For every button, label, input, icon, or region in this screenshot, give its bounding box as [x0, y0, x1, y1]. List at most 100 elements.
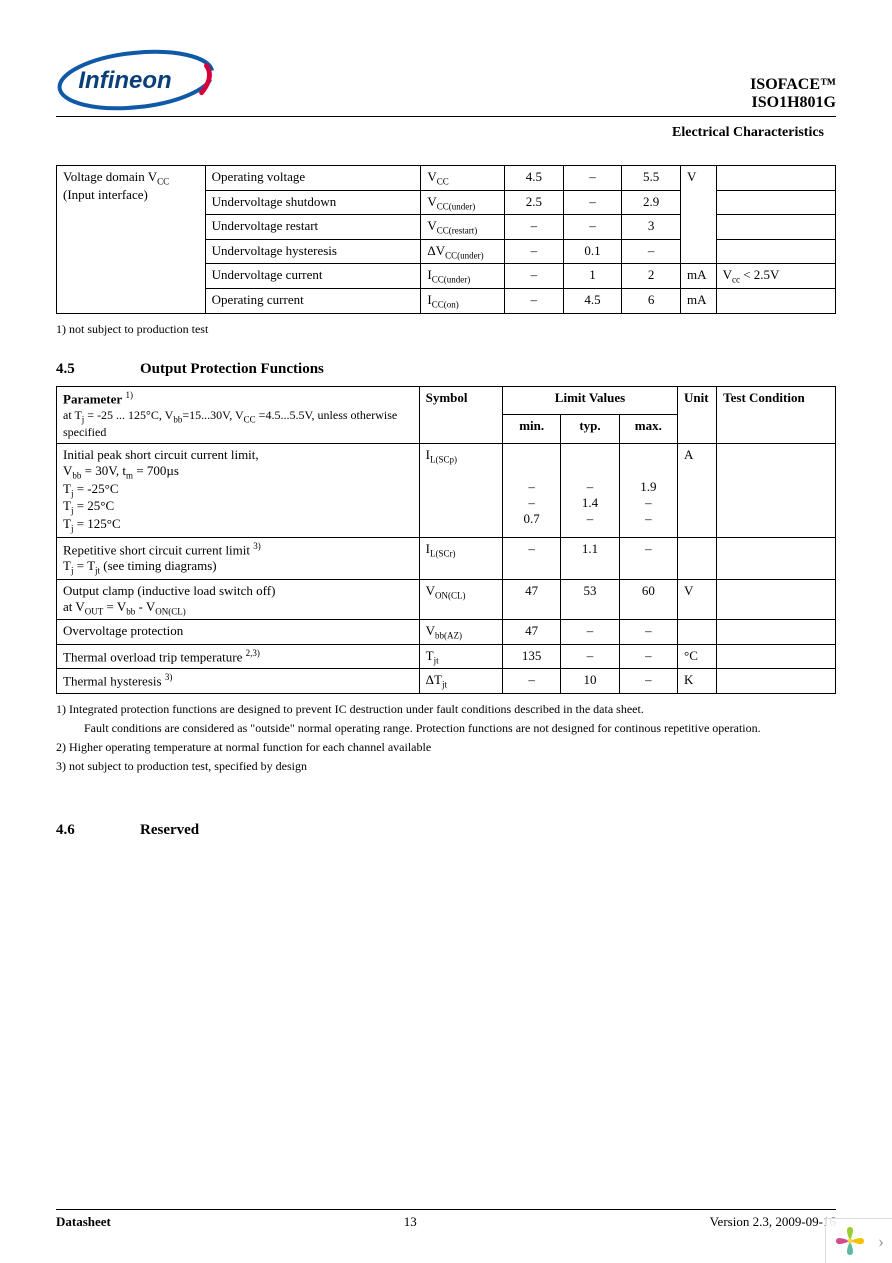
param-cell: Thermal overload trip temperature 2,3) — [57, 644, 420, 669]
typ-cell: –1.4– — [561, 444, 619, 537]
cond-cell — [716, 288, 835, 313]
unit-cell: A — [678, 444, 717, 537]
symbol-header: Symbol — [419, 386, 502, 444]
section-4-5-heading: 4.5 Output Protection Functions — [56, 361, 836, 378]
min-cell: – — [505, 288, 564, 313]
corner-nav-widget[interactable]: › — [825, 1218, 892, 1263]
footnote-line: 2) Higher operating temperature at norma… — [56, 740, 836, 755]
max-cell: – — [619, 644, 677, 669]
max-cell: 5.5 — [622, 166, 681, 191]
param-cell: Repetitive short circuit current limit 3… — [57, 537, 420, 579]
typ-cell: 1.1 — [561, 537, 619, 579]
unit-header: Unit — [678, 386, 717, 444]
table-row: Thermal hysteresis 3) ΔTjt – 10 – K — [57, 669, 836, 694]
symbol-cell: ΔVCC(under) — [421, 239, 505, 264]
output-protection-table: Parameter 1) at Tj = -25 ... 125°C, Vbb=… — [56, 386, 836, 694]
symbol-cell: IL(SCr) — [419, 537, 502, 579]
max-cell: 3 — [622, 215, 681, 240]
max-cell: 2 — [622, 264, 681, 289]
page-footer: Datasheet 13 Version 2.3, 2009-09-16 — [56, 1210, 836, 1230]
footnote-line: 3) not subject to production test, speci… — [56, 759, 836, 774]
section-number: 4.6 — [56, 822, 140, 839]
section-title: Electrical Characteristics — [56, 125, 824, 141]
cond-cell — [717, 579, 836, 620]
min-cell: 47 — [502, 620, 560, 645]
cond-cell — [717, 444, 836, 537]
min-cell: ––0.7 — [502, 444, 560, 537]
param-cell: Operating voltage — [205, 166, 421, 191]
param-cell: Operating current — [205, 288, 421, 313]
page-header: Infineon ISOFACE™ ISO1H801G — [56, 48, 836, 112]
header-rule — [56, 116, 836, 117]
typ-header: typ. — [561, 415, 619, 444]
typ-cell: 1 — [563, 264, 622, 289]
min-cell: 4.5 — [505, 166, 564, 191]
table-row: Repetitive short circuit current limit 3… — [57, 537, 836, 579]
cond-cell: Vcc < 2.5V — [716, 264, 835, 289]
section-4-6-heading: 4.6 Reserved — [56, 822, 836, 839]
petal-icon — [834, 1225, 866, 1257]
table-header-row: Parameter 1) at Tj = -25 ... 125°C, Vbb=… — [57, 386, 836, 415]
symbol-cell: VCC(restart) — [421, 215, 505, 240]
param-cell: Undervoltage shutdown — [205, 190, 421, 215]
max-cell: 2.9 — [622, 190, 681, 215]
unit-cell: K — [678, 669, 717, 694]
symbol-cell: ΔTjt — [419, 669, 502, 694]
product-title-block: ISOFACE™ ISO1H801G — [750, 76, 836, 112]
typ-cell: 53 — [561, 579, 619, 620]
param-cell: Undervoltage restart — [205, 215, 421, 240]
min-cell: – — [505, 215, 564, 240]
cond-cell — [716, 215, 835, 240]
unit-cell — [678, 620, 717, 645]
min-cell: – — [502, 537, 560, 579]
section-title-text: Reserved — [140, 822, 199, 839]
symbol-cell: VCC — [421, 166, 505, 191]
section-title-text: Output Protection Functions — [140, 361, 324, 378]
chevron-right-icon[interactable]: › — [878, 1231, 884, 1252]
table-row: Voltage domain VCC (Input interface) Ope… — [57, 166, 836, 191]
symbol-cell: ICC(on) — [421, 288, 505, 313]
typ-cell: 10 — [561, 669, 619, 694]
min-cell: – — [502, 669, 560, 694]
max-cell: – — [622, 239, 681, 264]
max-cell: 1.9–– — [619, 444, 677, 537]
footnotes-block: 1) Integrated protection functions are d… — [56, 702, 836, 774]
max-cell: 6 — [622, 288, 681, 313]
param-header: Parameter 1) at Tj = -25 ... 125°C, Vbb=… — [57, 386, 420, 444]
typ-cell: – — [563, 190, 622, 215]
footnote-1: 1) not subject to production test — [56, 322, 836, 337]
typ-cell: – — [561, 620, 619, 645]
param-cell: Initial peak short circuit current limit… — [57, 444, 420, 537]
cond-cell — [717, 669, 836, 694]
svg-text:Infineon: Infineon — [78, 67, 171, 94]
table-row: Initial peak short circuit current limit… — [57, 444, 836, 537]
symbol-cell: ICC(under) — [421, 264, 505, 289]
param-cell: Undervoltage hysteresis — [205, 239, 421, 264]
symbol-cell: Tjt — [419, 644, 502, 669]
min-cell: – — [505, 239, 564, 264]
max-cell: – — [619, 537, 677, 579]
param-cell: Output clamp (inductive load switch off)… — [57, 579, 420, 620]
typ-cell: – — [563, 215, 622, 240]
product-part: ISO1H801G — [750, 94, 836, 112]
unit-cell: V — [678, 579, 717, 620]
unit-cell: mA — [680, 288, 716, 313]
typ-cell: 4.5 — [563, 288, 622, 313]
symbol-cell: IL(SCp) — [419, 444, 502, 537]
limits-header: Limit Values — [502, 386, 677, 415]
min-cell: 47 — [502, 579, 560, 620]
symbol-cell: Vbb(AZ) — [419, 620, 502, 645]
footer-page: 13 — [404, 1214, 417, 1230]
unit-cell — [678, 537, 717, 579]
table-row: Output clamp (inductive load switch off)… — [57, 579, 836, 620]
typ-cell: – — [563, 166, 622, 191]
footer-version: Version 2.3, 2009-09-16 — [710, 1214, 836, 1230]
min-cell: 135 — [502, 644, 560, 669]
unit-cell: V — [680, 166, 716, 264]
max-cell: – — [619, 669, 677, 694]
cond-cell — [716, 239, 835, 264]
footnote-line: 1) Integrated protection functions are d… — [56, 702, 836, 717]
min-header: min. — [502, 415, 560, 444]
cond-cell — [717, 620, 836, 645]
typ-cell: 0.1 — [563, 239, 622, 264]
